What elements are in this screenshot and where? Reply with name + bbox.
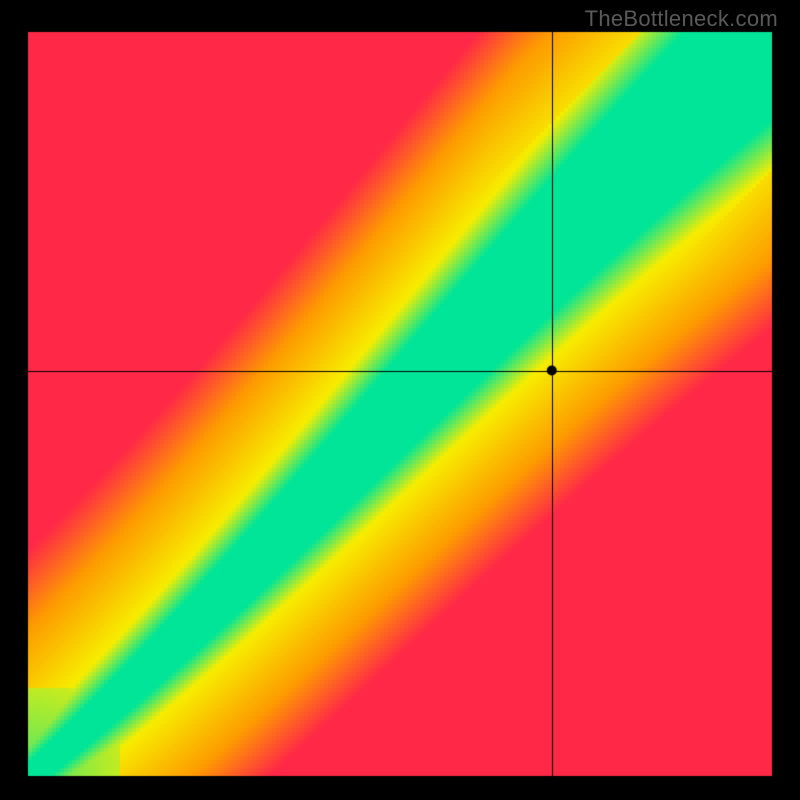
watermark-text: TheBottleneck.com (585, 6, 778, 32)
chart-container: TheBottleneck.com (0, 0, 800, 800)
bottleneck-heatmap (0, 0, 800, 800)
